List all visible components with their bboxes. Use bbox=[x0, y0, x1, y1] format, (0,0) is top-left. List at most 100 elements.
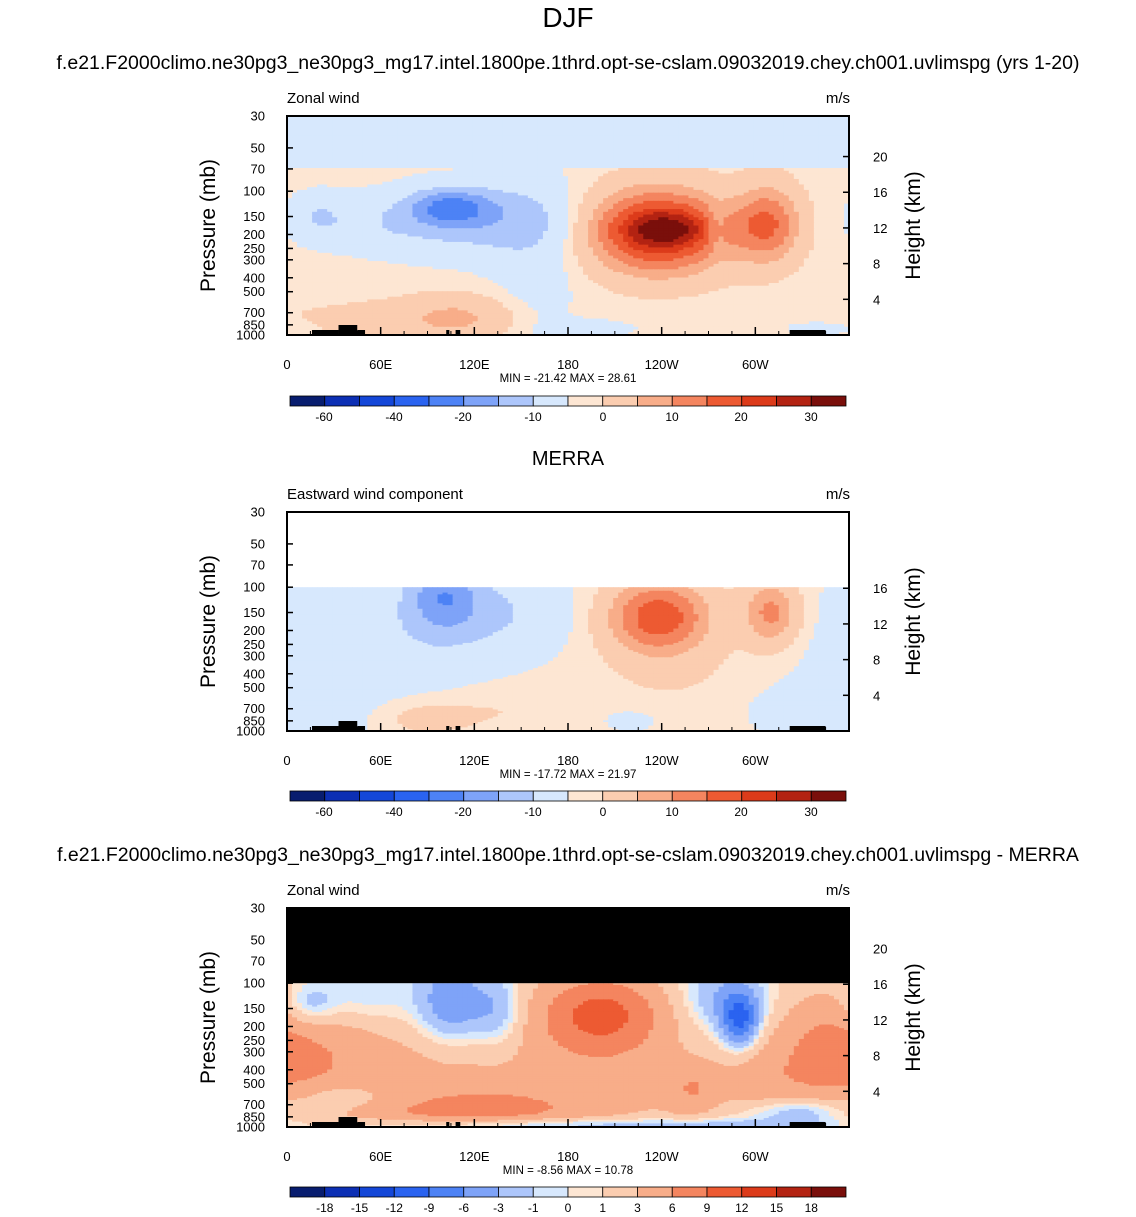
field-cell bbox=[713, 118, 720, 123]
field-cell bbox=[788, 116, 795, 120]
field-cell bbox=[422, 135, 429, 139]
field-cell bbox=[407, 126, 414, 131]
field-cell bbox=[512, 116, 519, 120]
field-cell bbox=[442, 126, 449, 131]
field-cell bbox=[688, 157, 695, 161]
field-cell bbox=[492, 157, 499, 161]
field-cell bbox=[603, 157, 609, 161]
field-cell bbox=[422, 159, 429, 164]
field-cell bbox=[743, 137, 750, 142]
field-cell bbox=[703, 124, 710, 128]
field-cell bbox=[653, 148, 659, 153]
field-cell bbox=[708, 154, 715, 158]
field-cell bbox=[818, 159, 825, 164]
field-cell bbox=[753, 116, 760, 120]
field-cell bbox=[798, 154, 805, 158]
field-cell bbox=[723, 116, 730, 120]
field-cell bbox=[467, 146, 474, 150]
field-cell bbox=[312, 135, 318, 139]
field-cell bbox=[497, 135, 504, 139]
field-cell bbox=[357, 118, 363, 123]
field-cell bbox=[412, 116, 419, 120]
field-cell bbox=[793, 140, 800, 144]
field-cell bbox=[342, 162, 348, 166]
field-cell bbox=[678, 143, 685, 147]
field-cell bbox=[788, 118, 795, 123]
field-cell bbox=[648, 140, 654, 144]
field-cell bbox=[437, 135, 444, 139]
field-cell bbox=[718, 151, 725, 155]
field-cell bbox=[287, 143, 293, 147]
field-cell bbox=[588, 129, 594, 134]
field-cell bbox=[477, 121, 484, 125]
field-cell bbox=[502, 143, 509, 147]
field-cell bbox=[628, 151, 634, 155]
field-cell bbox=[362, 137, 368, 142]
field-cell bbox=[588, 148, 594, 153]
field-cell bbox=[673, 140, 679, 144]
field-cell bbox=[472, 121, 479, 125]
field-cell bbox=[723, 157, 730, 161]
field-cell bbox=[808, 157, 815, 161]
field-cell bbox=[638, 157, 644, 161]
field-cell bbox=[297, 137, 303, 142]
field-cell bbox=[397, 118, 404, 123]
field-cell bbox=[683, 118, 690, 123]
field-cell bbox=[387, 140, 393, 144]
field-cell bbox=[462, 118, 469, 123]
field-cell bbox=[297, 159, 303, 164]
field-cell bbox=[502, 140, 509, 144]
field-cell bbox=[793, 118, 800, 123]
field-cell bbox=[462, 140, 469, 144]
field-cell bbox=[618, 159, 624, 164]
field-cell bbox=[583, 154, 589, 158]
field-cell bbox=[668, 148, 674, 153]
field-cell bbox=[287, 135, 293, 139]
field-cell bbox=[613, 143, 619, 147]
field-cell bbox=[798, 132, 805, 136]
field-cell bbox=[728, 116, 735, 120]
field-cell bbox=[367, 154, 373, 158]
field-cell bbox=[803, 118, 810, 123]
field-cell bbox=[457, 146, 464, 150]
field-cell bbox=[748, 135, 755, 139]
field-cell bbox=[537, 129, 544, 134]
field-cell bbox=[352, 146, 358, 150]
field-cell bbox=[507, 116, 514, 120]
field-cell bbox=[778, 116, 785, 120]
field-cell bbox=[838, 129, 845, 134]
field-cell bbox=[608, 121, 614, 125]
field-cell bbox=[733, 132, 740, 136]
field-cell bbox=[658, 118, 664, 123]
field-cell bbox=[608, 157, 614, 161]
field-cell bbox=[693, 126, 700, 131]
field-cell bbox=[698, 137, 705, 142]
field-cell bbox=[557, 140, 564, 144]
field-cell bbox=[838, 137, 845, 142]
field-cell bbox=[618, 132, 624, 136]
field-cell bbox=[292, 124, 298, 128]
field-cell bbox=[302, 140, 308, 144]
field-cell bbox=[337, 129, 343, 134]
field-cell bbox=[517, 121, 524, 125]
field-cell bbox=[487, 121, 494, 125]
field-cell bbox=[407, 140, 414, 144]
field-cell bbox=[738, 137, 745, 142]
field-cell bbox=[492, 143, 499, 147]
field-cell bbox=[362, 124, 368, 128]
field-cell bbox=[833, 135, 840, 139]
field-cell bbox=[477, 157, 484, 161]
field-cell bbox=[703, 159, 710, 164]
field-cell bbox=[678, 157, 685, 161]
field-cell bbox=[693, 116, 700, 120]
field-cell bbox=[387, 121, 393, 125]
field-cell bbox=[653, 121, 659, 125]
field-cell bbox=[442, 157, 449, 161]
field-cell bbox=[753, 140, 760, 144]
field-cell bbox=[738, 118, 745, 123]
field-cell bbox=[593, 126, 599, 131]
field-cell bbox=[442, 146, 449, 150]
field-cell bbox=[808, 143, 815, 147]
field-cell bbox=[718, 129, 725, 134]
field-cell bbox=[738, 154, 745, 158]
